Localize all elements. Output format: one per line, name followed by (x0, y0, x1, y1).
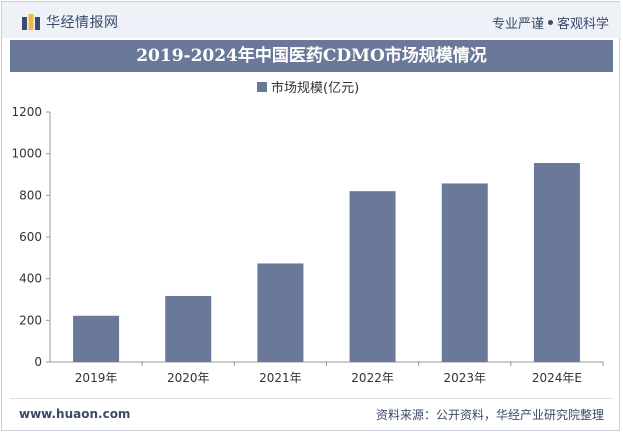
bar (349, 191, 396, 362)
brand-logo-icon (22, 14, 40, 30)
y-tick-label: 1200 (11, 105, 42, 119)
y-tick-label: 400 (19, 272, 42, 286)
x-tick-label: 2023年 (443, 371, 486, 385)
slogan-dot-icon (547, 20, 553, 25)
x-tick-label: 2021年 (259, 371, 302, 385)
y-tick-label: 600 (19, 230, 42, 244)
legend-swatch (257, 82, 267, 92)
bar (165, 295, 212, 362)
footer-website: www.huaon.com (19, 407, 131, 421)
y-tick-label: 0 (34, 355, 42, 369)
bar (441, 183, 488, 362)
footer-source: 资料来源：公开资料，华经产业研究院整理 (375, 408, 604, 422)
header-bar: 华经情报网 专业严谨 客观科学 (2, 2, 621, 38)
y-tick-label: 200 (19, 313, 42, 327)
x-tick-label: 2022年 (351, 371, 394, 385)
footer-divider (10, 398, 613, 399)
chart-title: 2019-2024年中国医药CDMO市场规模情况 (10, 40, 613, 72)
legend-label: 市场规模(亿元) (271, 80, 359, 96)
x-tick-label: 2024年E (532, 371, 582, 385)
x-tick-label: 2020年 (167, 371, 210, 385)
slogan-right: 客观科学 (556, 17, 609, 32)
y-tick-label: 1000 (11, 147, 42, 161)
bar (257, 263, 304, 362)
brand-name: 华经情报网 (46, 15, 119, 31)
bar-chart: 市场规模(亿元) 0 200 400 600 800 1000 1200 2019年 2020年 2… (11, 80, 604, 385)
bar (533, 163, 580, 362)
x-tick-label: 2019年 (75, 371, 118, 385)
slogan: 专业严谨 客观科学 (492, 13, 609, 32)
bar (73, 315, 120, 362)
slogan-left: 专业严谨 (491, 17, 544, 32)
y-tick-label: 800 (19, 188, 42, 202)
